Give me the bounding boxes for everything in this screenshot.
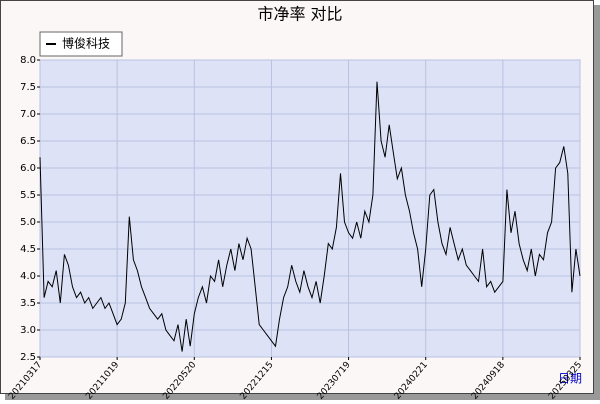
chart-title: 市净率 对比	[257, 5, 342, 24]
y-tick-label: 2.5	[20, 352, 36, 363]
y-tick-label: 5.5	[20, 190, 36, 201]
y-tick-label: 4.5	[20, 244, 36, 255]
y-tick-label: 3.0	[20, 325, 36, 336]
line	[39, 81, 581, 352]
y-tick-label: 6.0	[20, 163, 36, 174]
shadow	[5, 394, 600, 400]
y-tick-label: 7.5	[20, 82, 36, 93]
x-axis-label: 日期	[558, 372, 582, 386]
y-tick-label: 8.0	[20, 55, 36, 66]
y-tick-label: 6.5	[20, 136, 36, 147]
y-tick-label: 5.0	[20, 217, 36, 228]
legend-label: 博俊科技	[62, 36, 110, 51]
y-tick-label: 7.0	[20, 109, 36, 120]
shadow	[594, 5, 600, 400]
y-tick-label: 3.5	[20, 298, 36, 309]
plot-area	[39, 59, 581, 358]
y-tick-label: 4.0	[20, 271, 36, 282]
